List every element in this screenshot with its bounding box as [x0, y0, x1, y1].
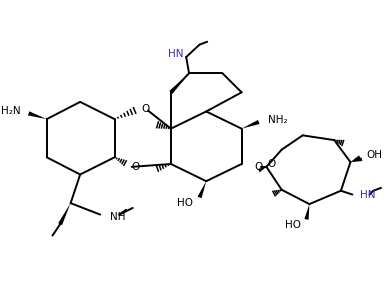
Polygon shape — [169, 73, 189, 94]
Text: H₂N: H₂N — [1, 107, 21, 117]
Text: HO: HO — [177, 198, 193, 208]
Polygon shape — [258, 167, 266, 172]
Polygon shape — [28, 111, 47, 119]
Polygon shape — [197, 181, 206, 198]
Polygon shape — [350, 155, 361, 162]
Text: O: O — [141, 103, 149, 114]
Text: OH: OH — [367, 150, 383, 160]
Text: NH₂: NH₂ — [268, 115, 288, 125]
Text: HN: HN — [168, 49, 183, 59]
Text: O: O — [254, 162, 262, 172]
Polygon shape — [242, 120, 260, 129]
Polygon shape — [350, 157, 362, 162]
Polygon shape — [305, 204, 309, 220]
Text: NH: NH — [110, 211, 125, 221]
Text: O: O — [132, 162, 140, 172]
Text: HO: HO — [285, 220, 301, 230]
Text: O: O — [267, 159, 276, 169]
Text: HN: HN — [360, 190, 375, 199]
Polygon shape — [58, 203, 71, 225]
